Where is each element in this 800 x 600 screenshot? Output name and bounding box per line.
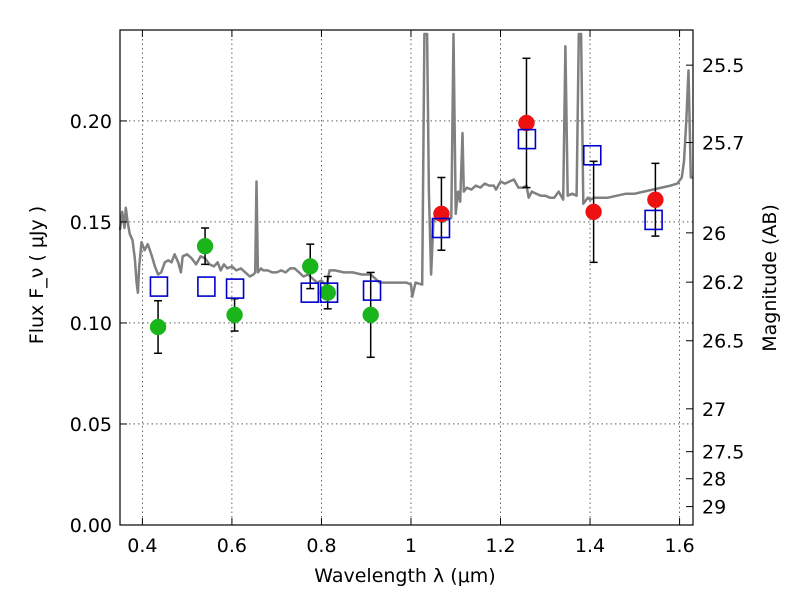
x-tick-label: 0.8: [306, 535, 336, 557]
x-tick-label: 1.4: [575, 535, 605, 557]
data-point: [585, 203, 602, 221]
data-point: [319, 284, 336, 301]
model-point: [300, 282, 320, 303]
data-point: [518, 114, 535, 132]
model-point: [644, 209, 663, 231]
right-tick-label: 27: [702, 399, 726, 421]
y-tick-label: 0.00: [70, 515, 112, 537]
right-tick-label: 28: [702, 469, 726, 491]
x-tick-label: 1.6: [664, 535, 694, 557]
model-point: [149, 276, 169, 297]
right-tick-label: 25.7: [702, 133, 744, 155]
y-axis-title: Flux F_ν ( μJy ): [26, 206, 48, 344]
model-point: [362, 280, 382, 301]
x-tick-label: 0.6: [217, 535, 247, 557]
model-point: [582, 144, 602, 166]
right-tick-label: 26.5: [702, 331, 744, 353]
x-tick-label: 1: [405, 535, 417, 557]
y-tick-label: 0.15: [70, 212, 112, 234]
y-tick-label: 0.05: [70, 414, 112, 436]
data-point: [196, 237, 214, 255]
ticks-layer: 0.4 0.6 0.8 1 1.2 1.4 1.6 0.00 0.05 0.10 0.15 0.20 2…: [70, 30, 744, 557]
data-point: [362, 306, 379, 324]
model-spectrum-layer: [118, 32, 693, 298]
model-point: [431, 217, 451, 239]
data-point: [149, 318, 167, 336]
x-axis-title: Wavelength λ (μm): [314, 565, 495, 587]
right-tick-label: 27.5: [702, 442, 744, 464]
markers-layer: [149, 114, 664, 336]
model-point: [517, 128, 537, 150]
y-tick-label: 0.20: [70, 111, 112, 133]
data-point: [433, 205, 450, 223]
data-point: [226, 306, 243, 324]
model-point: [197, 276, 216, 297]
right-tick-label: 26: [702, 223, 726, 245]
data-point: [302, 258, 319, 275]
model-point: [319, 282, 339, 303]
grid-lines: [120, 30, 693, 525]
right-tick-label: 29: [702, 497, 726, 519]
x-tick-label: 0.4: [127, 535, 157, 557]
right-tick-label: 25.5: [702, 55, 744, 77]
y-tick-label: 0.10: [70, 313, 112, 335]
y-axis-title-right: Magnitude (AB): [759, 204, 781, 352]
model-spectrum-line: [118, 32, 693, 298]
model-point: [225, 278, 245, 299]
x-tick-label: 1.2: [485, 535, 515, 557]
right-tick-label: 26.2: [702, 272, 744, 294]
plot-frame: [119, 29, 694, 526]
data-point: [647, 191, 664, 208]
